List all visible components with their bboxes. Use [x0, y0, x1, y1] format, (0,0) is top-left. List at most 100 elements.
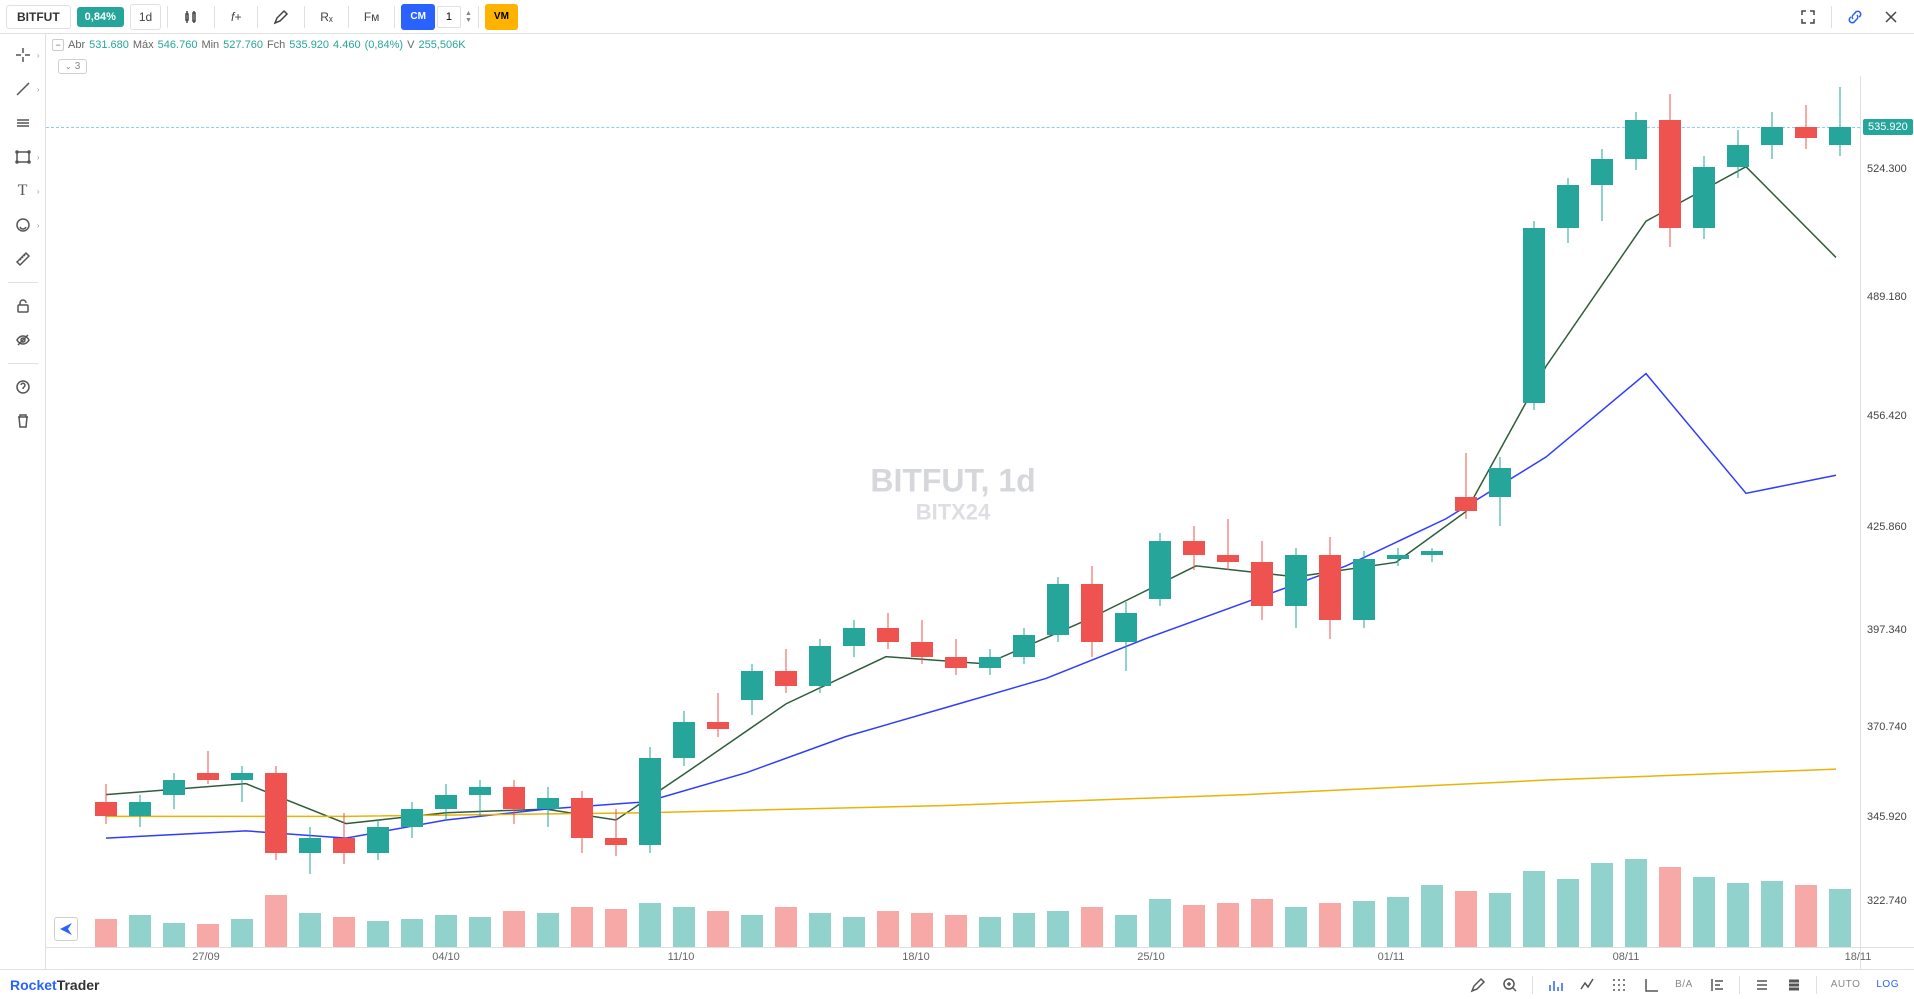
- candle: [1047, 76, 1069, 947]
- volume-label: V: [407, 39, 414, 51]
- tool-trash[interactable]: [4, 406, 42, 436]
- brand-part1: Rocket: [10, 977, 57, 993]
- brand-part2: Trader: [57, 977, 100, 993]
- grid-button[interactable]: [1606, 974, 1632, 996]
- main-row: › › › T› › − Abr 531.680 Máx 546.760 Min: [0, 34, 1914, 969]
- tool-ruler[interactable]: [4, 244, 42, 274]
- candle: [401, 76, 423, 947]
- x-axis[interactable]: 27/0904/1011/1018/1025/1001/1108/1118/11: [46, 947, 1914, 969]
- candle: [367, 76, 389, 947]
- spinner-down-icon[interactable]: ▼: [465, 17, 472, 24]
- x-tick-label: 01/11: [1378, 951, 1405, 963]
- x-tick-label: 27/09: [192, 951, 220, 963]
- list1-button[interactable]: [1749, 974, 1775, 996]
- candle: [809, 76, 831, 947]
- timeframe-button[interactable]: 1d: [130, 4, 161, 30]
- smile-icon: [15, 217, 31, 233]
- separator: [1831, 6, 1832, 28]
- y-axis[interactable]: 524.300489.180456.420425.860397.340370.7…: [1860, 76, 1914, 947]
- vm-button[interactable]: VM: [485, 4, 518, 30]
- chart-style-button[interactable]: [174, 4, 208, 30]
- trendline-icon: [15, 81, 31, 97]
- list-dark-icon: [1786, 977, 1802, 993]
- bars-icon: [1547, 977, 1563, 993]
- candle: [571, 76, 593, 947]
- current-price-tag: 535.920: [1863, 119, 1913, 135]
- separator: [1532, 976, 1533, 994]
- grid-dots-icon: [1611, 977, 1627, 993]
- candle: [1659, 76, 1681, 947]
- close-button[interactable]: [1874, 4, 1908, 30]
- high-label: Máx: [133, 39, 154, 51]
- candle: [435, 76, 457, 947]
- fm-button[interactable]: Fᴍ: [355, 4, 389, 30]
- draw-button[interactable]: [264, 4, 298, 30]
- x-tick-label: 04/10: [432, 951, 460, 963]
- tool-text[interactable]: T›: [4, 176, 42, 206]
- link-button[interactable]: [1838, 4, 1872, 30]
- indicators-collapse-button[interactable]: ⌄ 3: [58, 59, 87, 74]
- fullscreen-icon: [1800, 9, 1816, 25]
- list2-button[interactable]: [1781, 974, 1807, 996]
- indicators-button[interactable]: f+: [221, 4, 251, 30]
- candle: [469, 76, 491, 947]
- tool-trendline[interactable]: ›: [4, 74, 42, 104]
- candle: [503, 76, 525, 947]
- candle: [1217, 76, 1239, 947]
- candle: [639, 76, 661, 947]
- tool-emoji[interactable]: ›: [4, 210, 42, 240]
- cm-button[interactable]: CM: [401, 4, 435, 30]
- symbol-selector[interactable]: BITFUT: [6, 5, 71, 29]
- tool-lock[interactable]: [4, 291, 42, 321]
- zoom-button[interactable]: [1497, 974, 1523, 996]
- candle: [1251, 76, 1273, 947]
- tool-shape[interactable]: ›: [4, 142, 42, 172]
- count-input[interactable]: [437, 6, 461, 28]
- x-tick-label: 08/11: [1613, 951, 1640, 963]
- rx-button[interactable]: Rₓ: [311, 4, 342, 30]
- chevron-right-icon: ›: [37, 153, 40, 162]
- tool-crosshair[interactable]: ›: [4, 40, 42, 70]
- separator: [304, 6, 305, 28]
- tool-hide[interactable]: [4, 325, 42, 355]
- open-label: Abr: [68, 39, 85, 51]
- candle: [1353, 76, 1375, 947]
- candle: [537, 76, 559, 947]
- count-spinner[interactable]: ▲▼: [465, 10, 472, 24]
- close-label: Fch: [267, 39, 285, 51]
- fullscreen-button[interactable]: [1791, 4, 1825, 30]
- candle: [1557, 76, 1579, 947]
- scroll-to-end-button[interactable]: [54, 917, 78, 941]
- x-tick-label: 11/10: [668, 951, 695, 963]
- chart-type-line-button[interactable]: [1574, 974, 1600, 996]
- candle: [605, 76, 627, 947]
- unlock-icon: [15, 298, 31, 314]
- axis-button[interactable]: [1638, 974, 1664, 996]
- chart-canvas[interactable]: BITFUT, 1d BITX24: [46, 76, 1860, 947]
- spinner-up-icon[interactable]: ▲: [465, 10, 472, 17]
- candle: [1761, 76, 1783, 947]
- chart-type-bars-button[interactable]: [1542, 974, 1568, 996]
- close-value: 535.920: [289, 39, 329, 51]
- collapse-ohlc-icon[interactable]: −: [52, 39, 64, 51]
- bid-ask-button[interactable]: B/A: [1670, 974, 1698, 996]
- tool-parallel[interactable]: [4, 108, 42, 138]
- candle: [1149, 76, 1171, 947]
- scale-log-button[interactable]: LOG: [1871, 974, 1904, 996]
- rectangle-icon: [15, 149, 31, 165]
- separator: [8, 363, 38, 364]
- candle: [945, 76, 967, 947]
- candle: [1081, 76, 1103, 947]
- y-tick-label: 322.740: [1867, 895, 1907, 907]
- indicators-count: 3: [75, 61, 81, 72]
- y-tick-label: 425.860: [1867, 521, 1907, 533]
- y-tick-label: 524.300: [1867, 163, 1907, 175]
- align-left-button[interactable]: [1704, 974, 1730, 996]
- scale-auto-button[interactable]: AUTO: [1826, 974, 1866, 996]
- pencil-icon: [273, 9, 289, 25]
- separator: [257, 6, 258, 28]
- edit-button[interactable]: [1465, 974, 1491, 996]
- indicators-row: ⌄ 3: [46, 56, 1914, 76]
- tool-help[interactable]: [4, 372, 42, 402]
- candle: [979, 76, 1001, 947]
